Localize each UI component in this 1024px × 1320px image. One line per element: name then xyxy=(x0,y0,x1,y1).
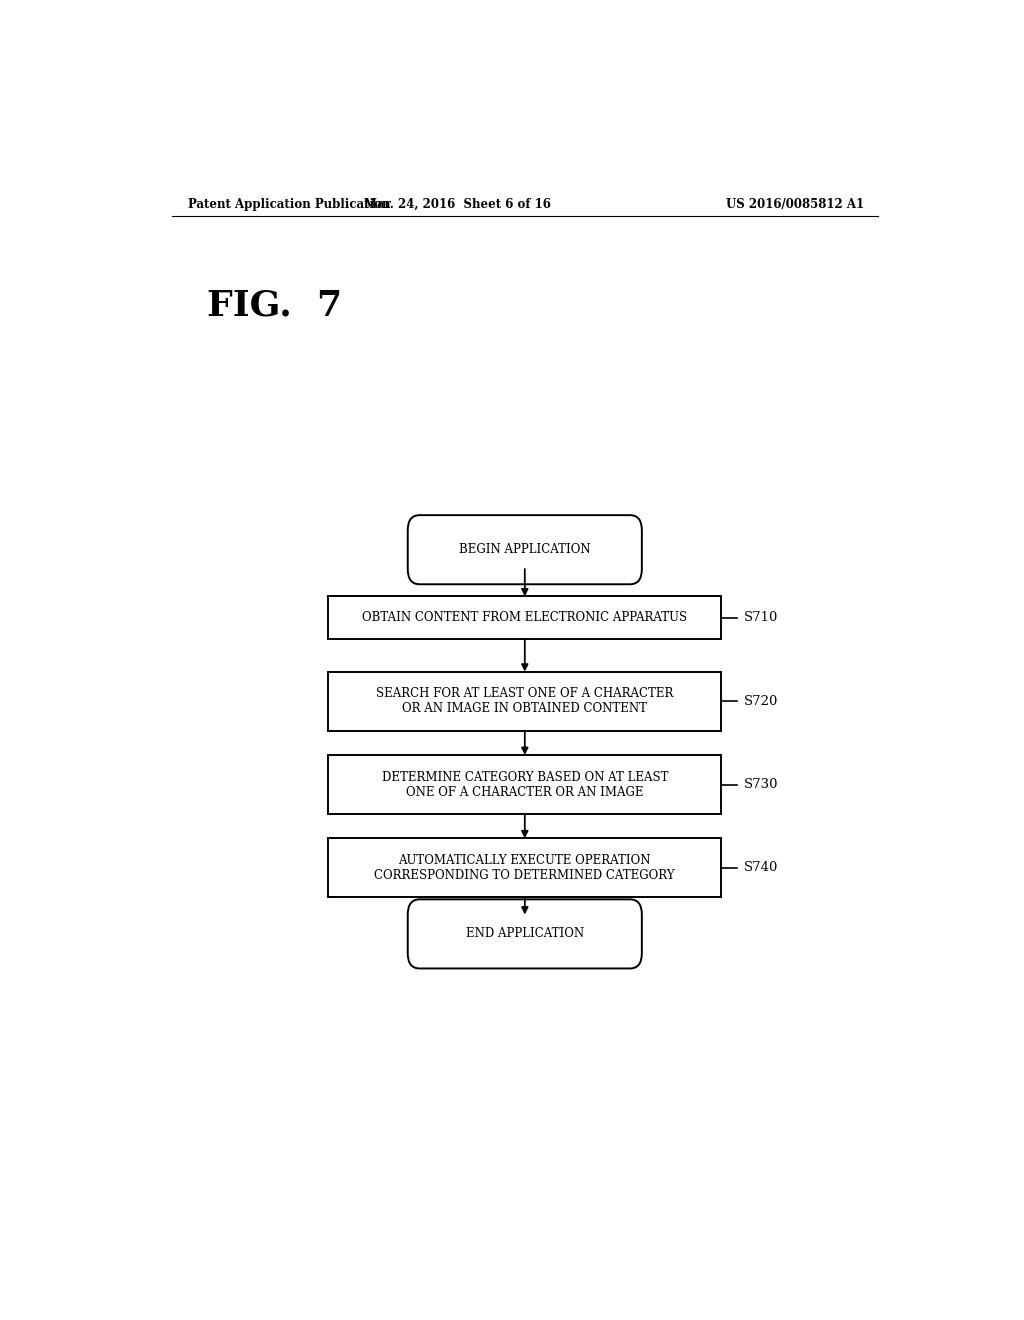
Text: SEARCH FOR AT LEAST ONE OF A CHARACTER
OR AN IMAGE IN OBTAINED CONTENT: SEARCH FOR AT LEAST ONE OF A CHARACTER O… xyxy=(376,688,674,715)
Text: END APPLICATION: END APPLICATION xyxy=(466,928,584,940)
FancyBboxPatch shape xyxy=(408,515,642,585)
Text: DETERMINE CATEGORY BASED ON AT LEAST
ONE OF A CHARACTER OR AN IMAGE: DETERMINE CATEGORY BASED ON AT LEAST ONE… xyxy=(382,771,668,799)
Text: FIG.  7: FIG. 7 xyxy=(207,289,342,323)
Text: Mar. 24, 2016  Sheet 6 of 16: Mar. 24, 2016 Sheet 6 of 16 xyxy=(364,198,551,211)
Text: Patent Application Publication: Patent Application Publication xyxy=(187,198,390,211)
FancyBboxPatch shape xyxy=(329,672,721,731)
Text: BEGIN APPLICATION: BEGIN APPLICATION xyxy=(459,544,591,556)
Text: AUTOMATICALLY EXECUTE OPERATION
CORRESPONDING TO DETERMINED CATEGORY: AUTOMATICALLY EXECUTE OPERATION CORRESPO… xyxy=(375,854,675,882)
FancyBboxPatch shape xyxy=(329,838,721,898)
Text: US 2016/0085812 A1: US 2016/0085812 A1 xyxy=(726,198,863,211)
Text: OBTAIN CONTENT FROM ELECTRONIC APPARATUS: OBTAIN CONTENT FROM ELECTRONIC APPARATUS xyxy=(362,611,687,624)
Text: S740: S740 xyxy=(743,862,778,874)
FancyBboxPatch shape xyxy=(329,755,721,814)
FancyBboxPatch shape xyxy=(329,597,721,639)
FancyBboxPatch shape xyxy=(408,899,642,969)
Text: S720: S720 xyxy=(743,694,778,708)
Text: S710: S710 xyxy=(743,611,778,624)
Text: S730: S730 xyxy=(743,777,778,791)
